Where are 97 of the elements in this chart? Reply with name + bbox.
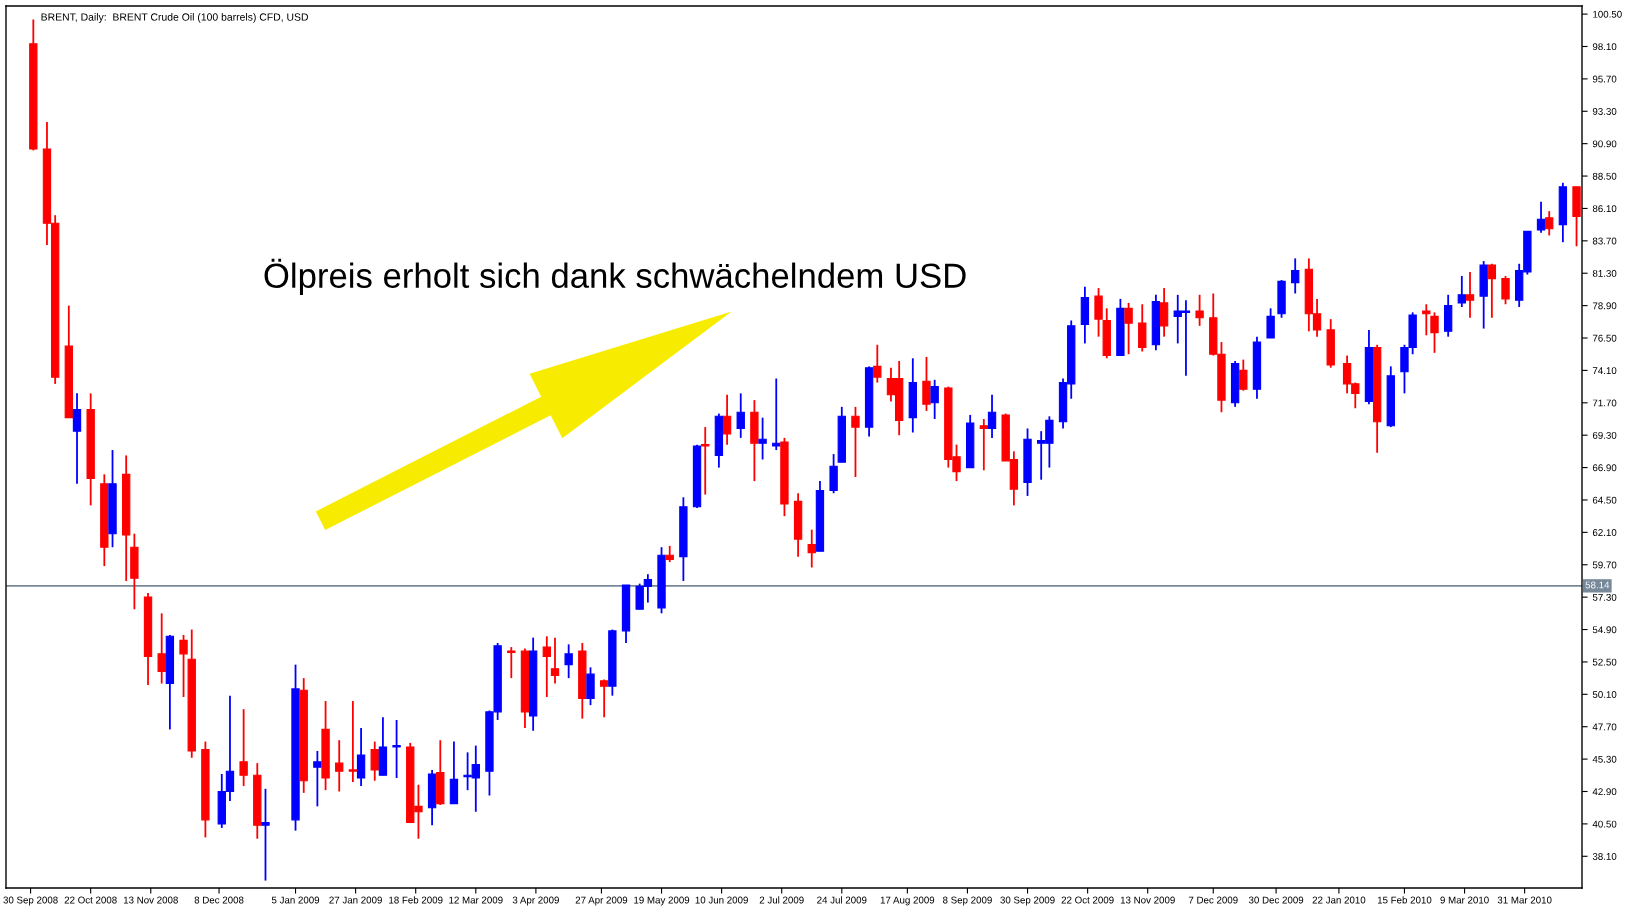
- candlestick: [335, 739, 344, 793]
- candlestick: [1536, 200, 1546, 234]
- candlestick: [873, 343, 882, 384]
- x-tick-label: 5 Jan 2009: [271, 896, 320, 904]
- y-tick-label: 42.90: [1592, 788, 1617, 796]
- candlestick: [599, 678, 609, 719]
- y-tick-label: 88.50: [1592, 172, 1617, 180]
- candlestick: [772, 377, 781, 451]
- candlestick: [1457, 275, 1466, 308]
- candlestick: [1545, 210, 1554, 237]
- y-tick-label: 78.90: [1592, 302, 1617, 310]
- y-tick-label: 74.10: [1592, 367, 1617, 375]
- y-tick-label: 83.70: [1592, 237, 1617, 245]
- candlestick: [313, 750, 322, 808]
- candlestick: [261, 787, 270, 882]
- candlestick: [987, 393, 997, 439]
- x-tick-label: 27 Apr 2009: [575, 896, 628, 906]
- x-tick-label: 9 Mar 2010: [1440, 896, 1489, 904]
- x-tick-label: 13 Nov 2008: [123, 896, 178, 904]
- y-tick-label: 62.10: [1592, 529, 1617, 536]
- x-tick-label: 19 May 2009: [634, 896, 690, 906]
- x-tick-label: 7 Dec 2009: [1188, 896, 1238, 904]
- candlestick: [1195, 293, 1204, 327]
- candlestick: [1266, 307, 1275, 339]
- candlestick: [807, 528, 816, 569]
- y-tick-label: 98.10: [1592, 43, 1617, 51]
- y-tick-label: 57.30: [1592, 593, 1617, 601]
- y-tick-label: 52.50: [1592, 658, 1617, 666]
- x-tick-label: 31 Mar 2010: [1497, 896, 1552, 904]
- candlestick: [1430, 311, 1439, 354]
- y-tick-label: 59.70: [1592, 561, 1617, 569]
- y-tick-label: 47.70: [1592, 723, 1617, 731]
- x-tick-label: 2 Jul 2009: [759, 896, 804, 904]
- candlestick: [1422, 303, 1431, 337]
- candlestick: [736, 392, 745, 439]
- candlestick: [851, 405, 860, 478]
- candlestick: [157, 612, 166, 685]
- x-tick-label: 3 Apr 2009: [512, 896, 559, 906]
- y-tick-label: 45.30: [1592, 755, 1617, 763]
- x-tick-label: 18 Feb 2009: [389, 896, 443, 904]
- candlestick: [179, 634, 188, 698]
- y-tick-label: 71.70: [1592, 399, 1617, 407]
- x-tick-label: 22 Jan 2010: [1312, 896, 1366, 904]
- candlestick: [1465, 270, 1475, 319]
- x-tick-label: 30 Sep 2008: [3, 896, 58, 906]
- y-tick-label: 93.30: [1592, 108, 1617, 115]
- y-tick-label: 86.10: [1592, 205, 1617, 213]
- text: BRENT, Daily: BRENT Crude Oil (100 barrels) CFD, USD: [41, 13, 308, 23]
- x-tick-label: 24 Jul 2009: [817, 896, 867, 904]
- y-tick-label: 100.50: [1593, 10, 1622, 18]
- y-tick-label: 38.10: [1592, 853, 1617, 860]
- y-tick-label: 81.30: [1592, 269, 1617, 277]
- candlestick: [564, 643, 573, 680]
- x-tick-label: 27 Jan 2009: [329, 896, 382, 904]
- x-tick-label: 8 Dec 2008: [194, 896, 244, 904]
- candlestick: [1124, 302, 1133, 356]
- x-tick-label: 8 Sep 2009: [943, 896, 992, 906]
- ref-line-label: 58.14: [1585, 581, 1610, 589]
- y-tick-label: 50.10: [1592, 691, 1617, 698]
- x-tick-label: 10 Jun 2009: [695, 896, 748, 904]
- candlestick: [1291, 257, 1300, 295]
- candlestick: [392, 719, 401, 779]
- y-tick-label: 90.90: [1592, 140, 1617, 148]
- annotation: Ölpreis erholt sich dank schwächelndem USD: [264, 258, 966, 295]
- candlestick: [550, 636, 560, 685]
- candlestick: [979, 418, 989, 472]
- candlestick: [370, 740, 379, 782]
- candlestick: [507, 646, 516, 680]
- x-tick-label: 30 Sep 2009: [1000, 896, 1055, 906]
- y-tick-label: 40.50: [1592, 820, 1617, 828]
- candlestick: [356, 727, 366, 788]
- candlestick: [701, 426, 710, 496]
- y-tick-label: 66.90: [1592, 464, 1617, 472]
- candlestick: [922, 356, 931, 412]
- x-tick-label: 12 Mar 2009: [449, 896, 503, 904]
- x-tick-label: 13 Nov 2009: [1120, 896, 1175, 904]
- candlestick: [542, 635, 551, 698]
- candlestick: [722, 393, 732, 446]
- x-tick-label: 22 Oct 2008: [64, 896, 117, 904]
- candlestick: [1239, 358, 1248, 392]
- y-tick-label: 76.50: [1592, 334, 1617, 342]
- x-tick-label: 22 Oct 2009: [1061, 896, 1114, 904]
- candlestick: [72, 392, 82, 485]
- candlestick: [758, 416, 767, 461]
- x-tick-label: 15 Feb 2010: [1377, 896, 1432, 904]
- candlestick: [239, 708, 248, 788]
- y-tick-label: 64.50: [1592, 496, 1617, 504]
- candlestick: [1159, 287, 1169, 338]
- candlestick: [1487, 262, 1497, 319]
- x-tick-label: 17 Aug 2009: [880, 896, 935, 906]
- y-tick-label: 95.70: [1592, 75, 1617, 83]
- candlestick: [348, 700, 358, 783]
- candlestick: [930, 378, 939, 420]
- y-tick-label: 69.30: [1592, 431, 1617, 439]
- candlestick: [1501, 275, 1510, 306]
- y-tick-label: 54.90: [1592, 626, 1617, 634]
- x-tick-label: 30 Dec 2009: [1248, 896, 1304, 904]
